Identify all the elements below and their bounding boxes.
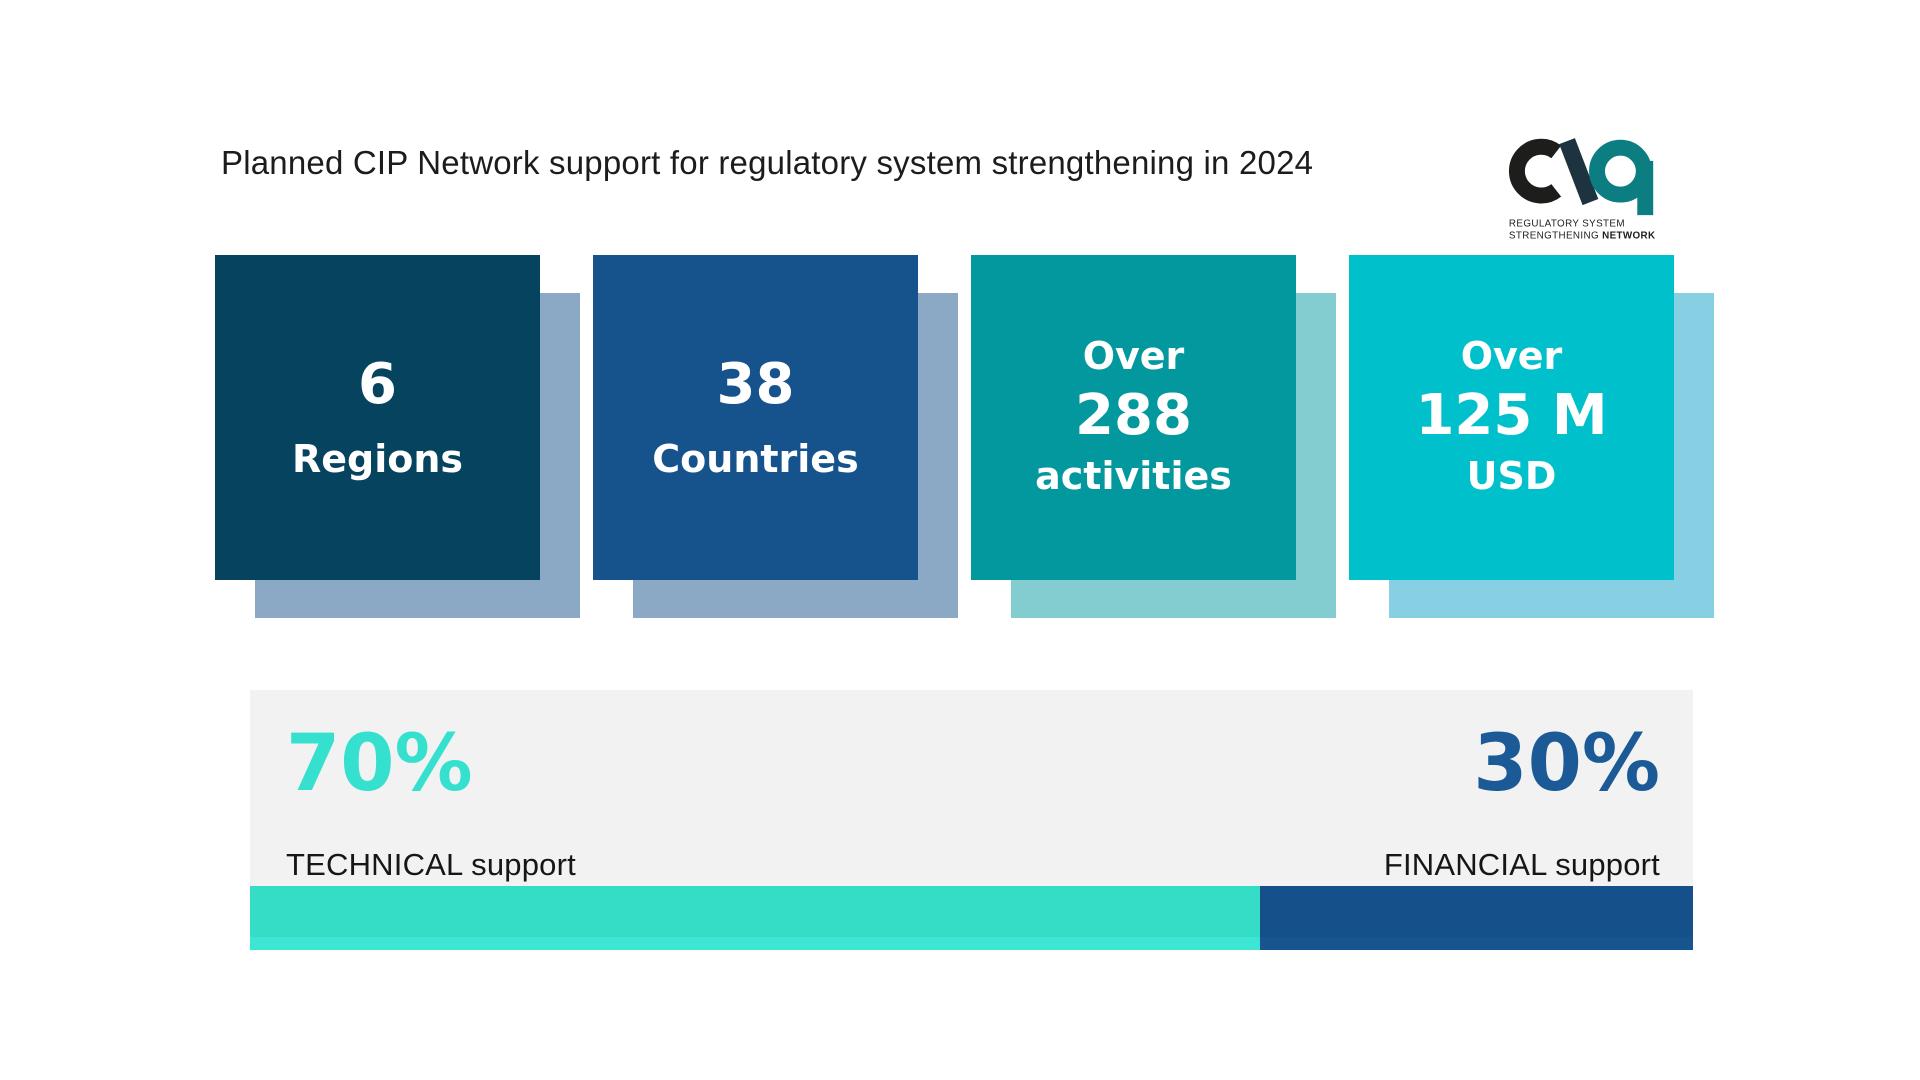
stat-card-countries: 38 Countries bbox=[593, 255, 958, 618]
logo-letter-c bbox=[1509, 138, 1562, 204]
card-face: Over 288 activities bbox=[971, 255, 1296, 580]
card-face: 6 Regions bbox=[215, 255, 540, 580]
card-label: activities bbox=[1035, 453, 1232, 498]
card-prefix: Over bbox=[1460, 334, 1563, 379]
cip-logo: REGULATORY SYSTEM STRENGTHENING NETWORK bbox=[1508, 132, 1686, 244]
stat-cards-row: 6 Regions 38 Countries Over 288 activiti… bbox=[215, 255, 1714, 620]
stat-card-usd: Over 125 M USD bbox=[1349, 255, 1714, 618]
financial-bar-segment bbox=[1260, 886, 1693, 950]
technical-percent: 70% bbox=[286, 719, 473, 809]
stat-card-regions: 6 Regions bbox=[215, 255, 580, 618]
logo-letter-p-bowl bbox=[1589, 139, 1652, 203]
financial-label: FINANCIAL support bbox=[1383, 847, 1660, 882]
financial-percent: 30% bbox=[1473, 719, 1660, 809]
logo-tagline-2: STRENGTHENING NETWORK bbox=[1509, 231, 1656, 242]
card-face: Over 125 M USD bbox=[1349, 255, 1674, 580]
logo-tagline-1: REGULATORY SYSTEM bbox=[1509, 218, 1625, 229]
financial-bar-highlight bbox=[1260, 937, 1693, 950]
card-label: Regions bbox=[291, 436, 464, 481]
technical-bar-highlight bbox=[250, 937, 1261, 950]
card-value: 125 M bbox=[1415, 382, 1608, 448]
support-split-panel: 70% TECHNICAL support 30% FINANCIAL supp… bbox=[250, 690, 1693, 950]
technical-label: TECHNICAL support bbox=[286, 847, 576, 882]
card-prefix: Over bbox=[1082, 334, 1185, 379]
support-split-bar bbox=[250, 886, 1693, 950]
card-value: 6 bbox=[358, 351, 397, 417]
technical-bar-segment bbox=[250, 886, 1261, 950]
card-face: 38 Countries bbox=[593, 255, 918, 580]
cip-logo-icon: REGULATORY SYSTEM STRENGTHENING NETWORK bbox=[1509, 138, 1656, 242]
page-title: Planned CIP Network support for regulato… bbox=[221, 144, 1314, 181]
logo-letter-i bbox=[1559, 138, 1599, 206]
stat-card-activities: Over 288 activities bbox=[971, 255, 1336, 618]
card-value: 288 bbox=[1075, 382, 1192, 448]
card-value: 38 bbox=[716, 351, 795, 417]
card-label: Countries bbox=[652, 436, 859, 481]
card-label: USD bbox=[1466, 453, 1557, 498]
